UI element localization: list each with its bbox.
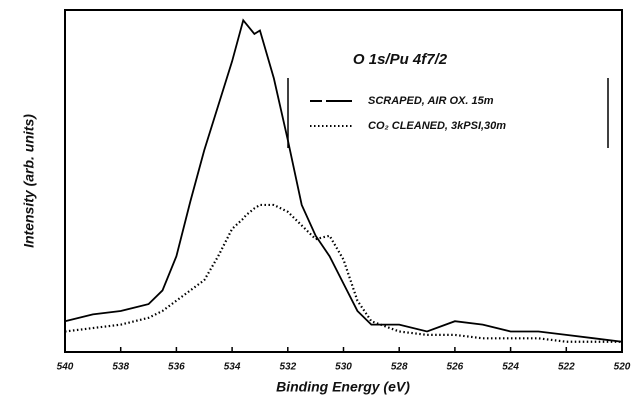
legend-label: CO₂ CLEANED, 3kPSI,30m (368, 120, 506, 132)
x-tick-label: 540 (57, 362, 74, 373)
x-tick-label: 538 (112, 362, 129, 373)
data-line (64, 18, 623, 343)
x-tick-label: 524 (502, 362, 519, 373)
x-tick-label: 532 (279, 362, 296, 373)
y-axis-label: Intensity (arb. units) (21, 114, 37, 248)
x-tick-label: 526 (447, 362, 464, 373)
legend-label: SCRAPED, AIR OX. 15m (368, 95, 494, 107)
x-tick-label: 528 (391, 362, 408, 373)
x-tick-label: 520 (614, 362, 631, 373)
x-axis-label: Binding Energy (eV) (276, 379, 410, 395)
x-tick-label: 530 (335, 362, 352, 373)
x-tick-label: 534 (224, 362, 241, 373)
plot-frame (64, 9, 623, 353)
data-line (64, 203, 622, 343)
chart-title: O 1s/Pu 4f7/2 (353, 51, 448, 68)
x-tick-label: 522 (558, 362, 575, 373)
x-tick-label: 536 (168, 362, 185, 373)
